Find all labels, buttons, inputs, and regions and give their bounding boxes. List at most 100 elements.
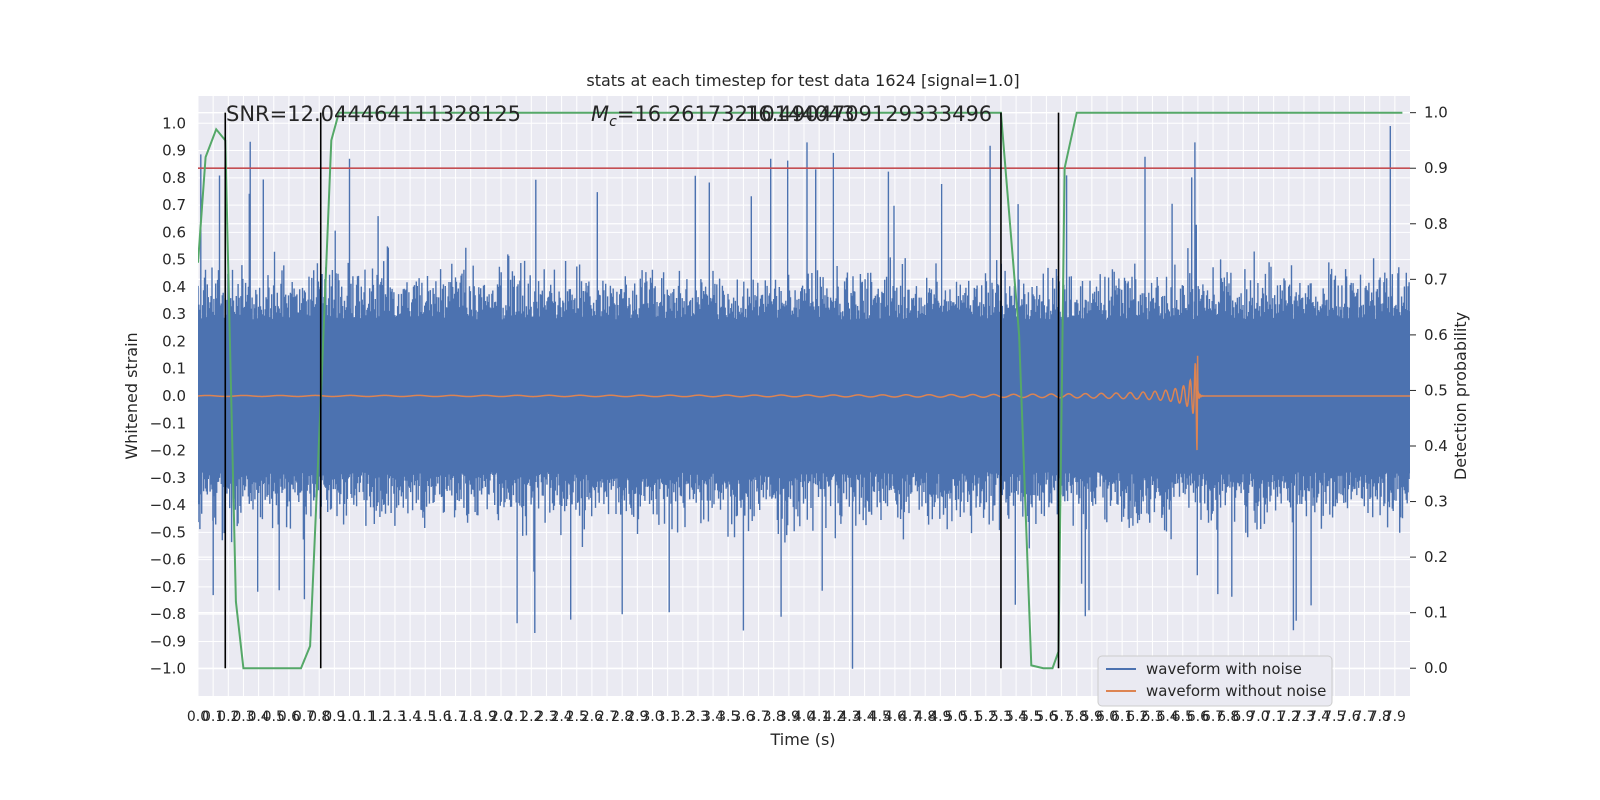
x-tick-label: 3.3 xyxy=(687,709,709,725)
x-tick-label: 3.0 xyxy=(641,709,663,725)
x-tick-label: 2.9 xyxy=(626,709,648,725)
y-tick-label-left: −0.1 xyxy=(150,414,186,432)
x-tick-label: 2.6 xyxy=(581,709,603,725)
x-tick-label: 4.5 xyxy=(869,709,891,725)
y-tick-label-left: 0.3 xyxy=(162,305,186,323)
y-axis-label-right: Detection probability xyxy=(1451,312,1470,480)
y-tick-label-right: 0.8 xyxy=(1424,215,1448,233)
x-tick-label: 4.2 xyxy=(823,709,845,725)
legend: waveform with noise waveform without noi… xyxy=(1097,655,1333,707)
x-tick-label: 6.8 xyxy=(1217,709,1239,725)
x-tick-label: 5.8 xyxy=(1066,709,1088,725)
y-tick-label-left: 0.1 xyxy=(162,360,186,378)
chirp-mass-value: =16.26173210144043 xyxy=(617,102,855,126)
x-tick-label: 4.3 xyxy=(838,709,860,725)
chirp-mass-symbol: M xyxy=(591,102,609,126)
y-tick-label-left: 0.6 xyxy=(162,223,186,241)
chart-title: stats at each timestep for test data 162… xyxy=(586,71,1019,90)
y-tick-label-left: 0.8 xyxy=(162,169,186,187)
x-tick-label: 7.3 xyxy=(1293,709,1315,725)
x-tick-label: 4.1 xyxy=(808,709,830,725)
x-tick-label: 6.6 xyxy=(1187,709,1209,725)
y-tick-label-left: −0.3 xyxy=(150,469,186,487)
y-tick-label-right: 0.1 xyxy=(1424,604,1448,622)
x-tick-label: 6.7 xyxy=(1202,709,1224,725)
x-tick-label: 1.4 xyxy=(399,709,421,725)
x-tick-label: 0.3 xyxy=(232,709,254,725)
x-tick-label: 7.6 xyxy=(1338,709,1360,725)
x-tick-label: 7.4 xyxy=(1308,709,1330,725)
x-tick-label: 7.7 xyxy=(1353,709,1375,725)
y-tick-label-left: −0.9 xyxy=(150,632,186,650)
x-tick-label: 3.2 xyxy=(672,709,694,725)
x-tick-label: 1.0 xyxy=(338,709,360,725)
y-tick-label-right: 0.3 xyxy=(1424,493,1448,511)
x-axis-label: Time (s) xyxy=(769,730,835,749)
x-tick-label: 7.2 xyxy=(1278,709,1300,725)
y-tick-label-left: 0.0 xyxy=(162,387,186,405)
x-tick-label: 3.5 xyxy=(717,709,739,725)
legend-box xyxy=(1097,655,1333,707)
x-tick-label: 4.8 xyxy=(914,709,936,725)
legend-label-with-noise: waveform with noise xyxy=(1146,660,1302,678)
x-tick-label: 6.2 xyxy=(1126,709,1148,725)
x-tick-label: 3.4 xyxy=(702,709,724,725)
chirp-mass-annotation: Mc=16.26173210144043 xyxy=(591,102,855,130)
x-tick-label: 4.4 xyxy=(853,709,875,725)
x-tick-label: 0.5 xyxy=(263,709,285,725)
x-tick-label: 2.7 xyxy=(596,709,618,725)
series-detection-probability xyxy=(198,111,1403,670)
chirp-mass-subscript: c xyxy=(609,114,617,130)
x-tick-label: 1.7 xyxy=(444,709,466,725)
x-tick-label: 6.5 xyxy=(1172,709,1194,725)
y-tick-label-right: 0.4 xyxy=(1424,437,1448,455)
y-axis-right-ticks: 0.0 0.1 0.2 0.3 0.4 0.5 0.6 0.7 0.8 0.9 1.0 xyxy=(1410,104,1448,677)
y-tick-label-right: 1.0 xyxy=(1424,104,1448,122)
x-tick-label: 7.5 xyxy=(1323,709,1345,725)
x-tick-label: 1.9 xyxy=(475,709,497,725)
x-tick-label: 6.4 xyxy=(1156,709,1178,725)
series-waveform-without-noise xyxy=(198,355,1410,451)
x-tick-label: 7.1 xyxy=(1263,709,1285,725)
y-tick-label-left: −0.6 xyxy=(150,551,186,569)
x-tick-label: 5.7 xyxy=(1050,709,1072,725)
y-tick-label-right: 0.7 xyxy=(1424,270,1448,288)
x-tick-label: 5.5 xyxy=(1020,709,1042,725)
x-tick-label: 2.4 xyxy=(550,709,572,725)
y-axis-label-left: Whitened strain xyxy=(122,332,141,459)
x-tick-label: 1.8 xyxy=(460,709,482,725)
x-tick-label: 3.9 xyxy=(778,709,800,725)
x-tick-label: 2.2 xyxy=(520,709,542,725)
x-tick-label: 2.0 xyxy=(490,709,512,725)
x-tick-label: 0.6 xyxy=(278,709,300,725)
y-tick-label-left: 1.0 xyxy=(162,114,186,132)
x-tick-label: 5.2 xyxy=(975,709,997,725)
y-tick-label-right: 0.2 xyxy=(1424,548,1448,566)
y-axis-left-ticks: −1.0 −0.9 −0.8 −0.7 −0.6 −0.5 −0.4 −0.3 −0.2 −0.1… xyxy=(150,114,186,677)
series-waveform-with-noise xyxy=(198,126,1410,669)
x-tick-label: 2.3 xyxy=(535,709,557,725)
x-tick-label: 1.3 xyxy=(384,709,406,725)
y-tick-label-left: −0.4 xyxy=(150,496,186,514)
x-tick-label: 2.8 xyxy=(611,709,633,725)
x-axis-ticks: 0.00.10.20.30.40.50.60.70.80.91.01.11.21… xyxy=(187,709,1406,725)
chirp-mass-overlap-text: 16.4904709129333496 xyxy=(745,102,992,126)
x-tick-label: 6.9 xyxy=(1232,709,1254,725)
y-tick-label-left: 0.9 xyxy=(162,142,186,160)
x-tick-label: 3.7 xyxy=(747,709,769,725)
x-tick-label: 5.3 xyxy=(990,709,1012,725)
y-tick-label-left: −0.7 xyxy=(150,578,186,596)
x-tick-label: 3.1 xyxy=(657,709,679,725)
snr-annotation: SNR=12.044464111328125 xyxy=(226,102,521,126)
x-tick-label: 0.1 xyxy=(202,709,224,725)
x-tick-label: 7.8 xyxy=(1369,709,1391,725)
x-tick-label: 6.0 xyxy=(1096,709,1118,725)
y-tick-label-right: 0.9 xyxy=(1424,159,1448,177)
x-tick-label: 1.5 xyxy=(414,709,436,725)
y-tick-label-left: −0.5 xyxy=(150,523,186,541)
y-tick-label-left: 0.2 xyxy=(162,332,186,350)
x-tick-label: 4.7 xyxy=(899,709,921,725)
x-tick-label: 0.2 xyxy=(217,709,239,725)
x-tick-label: 1.1 xyxy=(354,709,376,725)
